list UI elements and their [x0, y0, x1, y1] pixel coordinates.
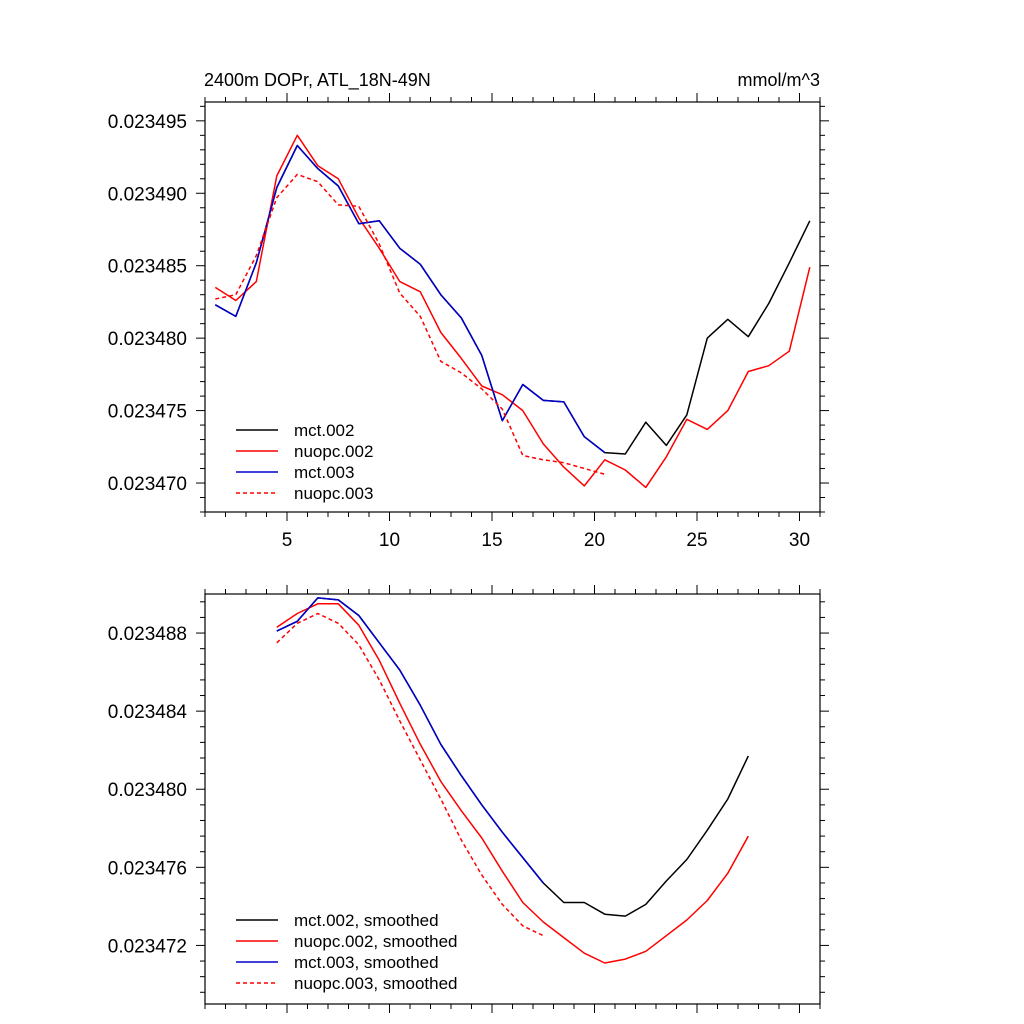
top-legend-label: nuopc.002: [294, 442, 373, 461]
top-x-tick-label: 20: [584, 530, 605, 551]
top-x-tick-label: 30: [789, 530, 810, 551]
top-panel: 2400m DOPr, ATL_18N-49N mmol/m^3 5 10 15 20…: [108, 70, 829, 551]
top-x-tick-label: 10: [379, 530, 400, 551]
top-y-tick-label: 0.023480: [108, 329, 187, 350]
top-y-tick-label: 0.023495: [108, 112, 187, 133]
bottom-y-tick-label: 0.023484: [108, 702, 188, 723]
bottom-y-tick-label: 0.023488: [108, 624, 187, 645]
bottom-y-tick-label: 0.023480: [108, 780, 187, 801]
top-y-tick-label: 0.023470: [108, 474, 187, 495]
top-x-tick-label: 15: [481, 530, 502, 551]
bottom-series-line-nuopc-002-smoothed: [276, 603, 749, 964]
top-y-tick-label: 0.023475: [108, 402, 187, 423]
bottom-y-tick-label: 0.023476: [108, 858, 187, 879]
top-panel-title-left: 2400m DOPr, ATL_18N-49N: [204, 70, 431, 91]
bottom-legend-label: mct.003, smoothed: [294, 953, 439, 972]
bottom-panel: 0.023472 0.023476 0.023480 0.023484 0.023488…: [108, 585, 829, 1013]
top-y-tick-label: 0.023485: [108, 257, 187, 278]
top-x-tick-label: 5: [282, 530, 293, 551]
top-legend-label: mct.002: [294, 421, 354, 440]
bottom-legend-label: nuopc.002, smoothed: [294, 932, 458, 951]
bottom-y-tick-label: 0.023472: [108, 936, 187, 957]
bottom-legend-label: mct.002, smoothed: [294, 911, 439, 930]
top-legend-label: mct.003: [294, 463, 354, 482]
top-panel-title-right: mmol/m^3: [738, 70, 820, 90]
bottom-series-line-mct-003-smoothed: [276, 597, 544, 884]
top-series-line-mct-003: [214, 144, 606, 454]
bottom-legend-label: nuopc.003, smoothed: [294, 974, 458, 993]
top-series-line-nuopc-003: [215, 173, 606, 476]
top-y-tick-label: 0.023490: [108, 184, 187, 205]
bottom-series-line-nuopc-003-smoothed: [276, 612, 544, 937]
top-x-tick-label: 25: [686, 530, 707, 551]
top-legend-label: nuopc.003: [294, 484, 373, 503]
